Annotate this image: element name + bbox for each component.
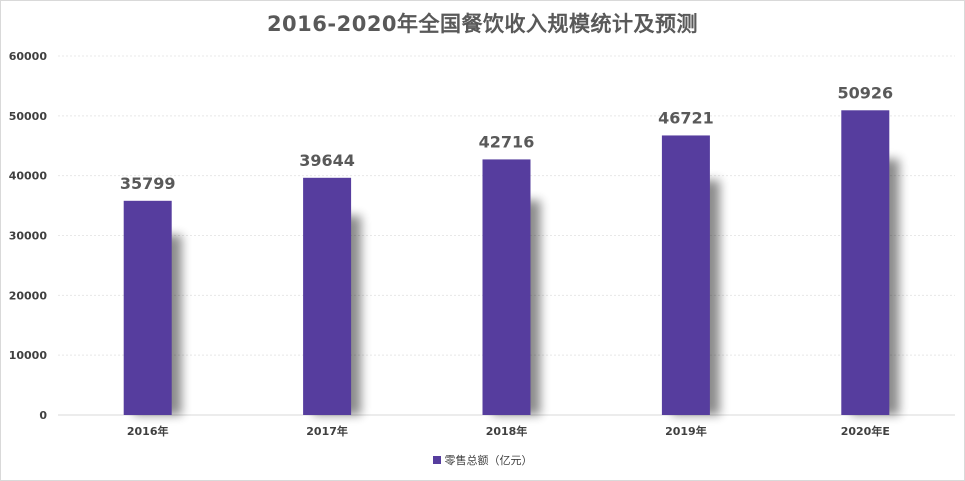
data-label: 50926: [837, 83, 893, 102]
legend-label: 零售总额（亿元）: [444, 454, 533, 467]
y-tick-label: 60000: [9, 50, 48, 63]
data-labels: 35799 39644 42716 46721 50926: [120, 83, 893, 193]
bars: [123, 110, 890, 415]
bar: [661, 135, 710, 415]
x-tick-label: 2020年E: [841, 424, 890, 438]
data-label: 46721: [658, 108, 714, 127]
legend: 零售总额（亿元）: [0, 452, 965, 468]
y-tick-label: 10000: [9, 349, 48, 362]
chart-title: 2016-2020年全国餐饮收入规模统计及预测: [266, 12, 699, 36]
data-label: 35799: [120, 174, 176, 193]
y-tick-label: 20000: [9, 289, 48, 302]
x-axis: 2016年 2017年 2018年 2019年 2020年E: [58, 414, 955, 438]
bar: [123, 200, 172, 415]
x-tick-label: 2019年: [665, 424, 707, 438]
y-tick-label: 30000: [9, 230, 48, 243]
data-label: 39644: [299, 151, 355, 170]
legend-swatch: [432, 456, 441, 464]
y-tick-label: 40000: [9, 170, 48, 183]
bar: [482, 159, 531, 415]
x-tick-label: 2016年: [127, 424, 169, 438]
bar: [841, 110, 890, 415]
bar: [303, 177, 352, 415]
data-label: 42716: [479, 132, 535, 151]
y-tick-label: 0: [39, 409, 47, 422]
y-tick-label: 50000: [9, 110, 48, 123]
x-tick-label: 2017年: [306, 424, 348, 438]
x-tick-label: 2018年: [486, 424, 528, 438]
y-axis: 0 10000 20000 30000 40000 50000 60000: [9, 50, 48, 422]
